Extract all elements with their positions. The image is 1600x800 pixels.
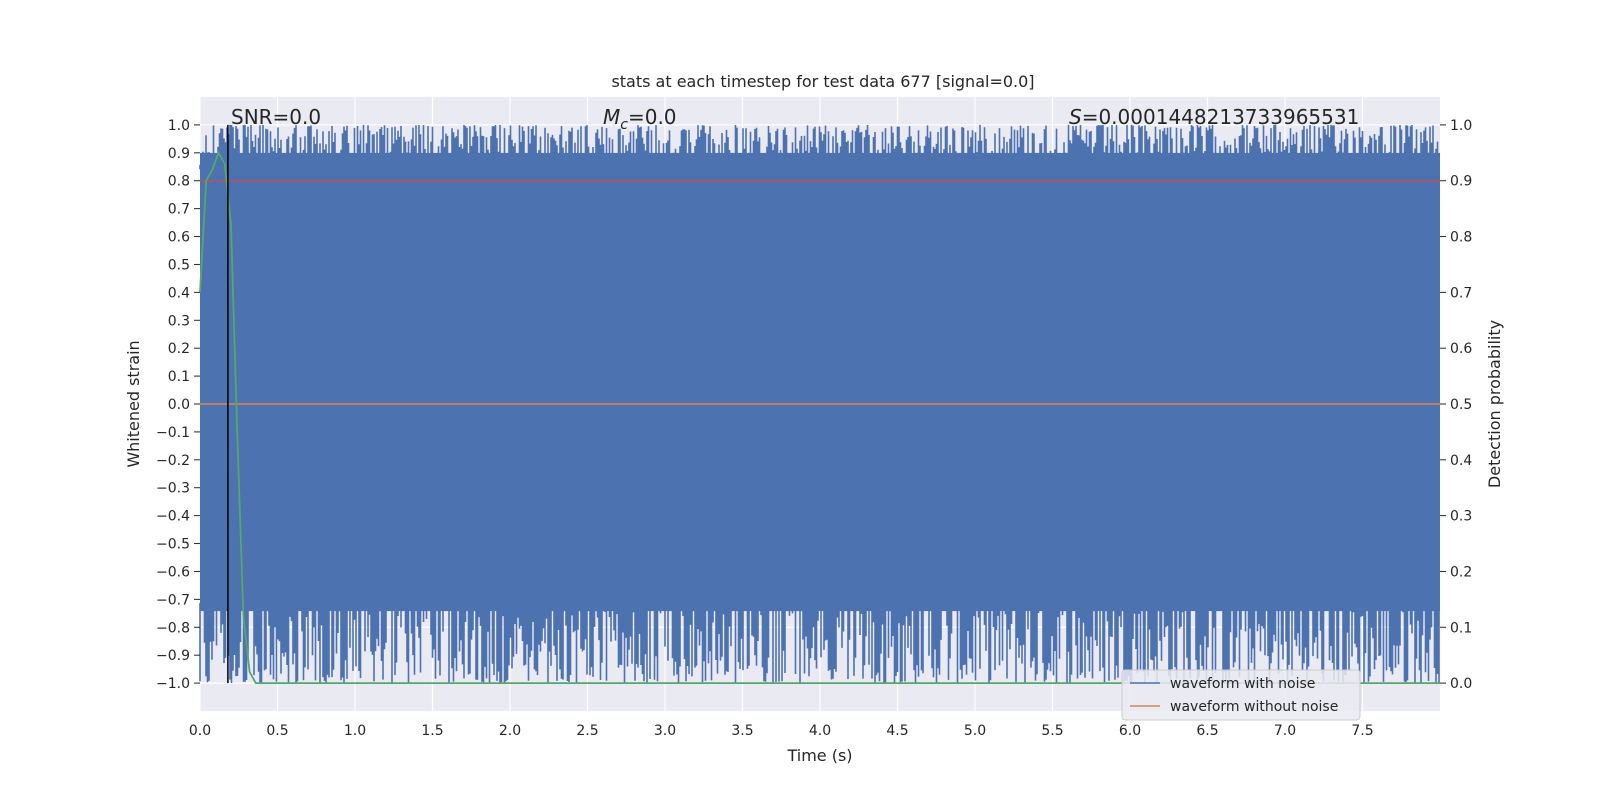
y2-tick-label: 0.8 [1450,230,1472,246]
chirp-mass-symbol: M [603,105,620,129]
y2-tick-label: 0.6 [1450,341,1472,357]
legend: waveform with noise waveform without noi… [1121,669,1361,721]
chart-title: stats at each timestep for test data 677… [611,72,1034,91]
y-tick-label: −0.2 [156,453,190,469]
y2-tick-label: 0.9 [1450,174,1472,190]
y2-tick-label: 0.4 [1450,453,1472,469]
chirp-mass-value: =0.0 [628,105,677,129]
y-tick-label: 0.4 [168,285,190,301]
y-tick-label: 0.5 [168,257,190,273]
chirp-mass-subscript: c [620,117,628,133]
y2-axis-label: Detection probability [1485,320,1504,488]
x-tick-label: 1.5 [421,723,443,739]
chirp-mass-annotation: Mc=0.0 [603,105,677,133]
legend-box [1121,669,1361,721]
y-tick-label: 0.3 [168,313,190,329]
x-tick-label: 2.0 [499,723,521,739]
y-tick-label: 0.8 [168,174,190,190]
y-axis-label: Whitened strain [124,340,143,467]
x-ticks: 0.0 0.5 1.0 1.5 2.0 2.5 3.0 3.5 4.0 4.5 5.0 5.5 6.0 6… [189,723,1374,739]
x-tick-label: 6.5 [1196,723,1218,739]
y2-tick-label: 0.2 [1450,564,1472,580]
x-tick-label: 3.0 [654,723,676,739]
x-tick-label: 2.5 [576,723,598,739]
y-tick-label: 0.6 [168,230,190,246]
y-tick-label: −0.3 [156,481,190,497]
y-tick-label: 1.0 [168,118,190,134]
y2-tick-label: 0.0 [1450,676,1472,692]
x-tick-label: 7.5 [1351,723,1373,739]
y-tick-label: −0.5 [156,537,190,553]
x-tick-label: 7.0 [1274,723,1296,739]
legend-label-clean: waveform without noise [1170,699,1338,715]
x-tick-label: 5.5 [1041,723,1063,739]
y-tick-label: −0.7 [156,592,190,608]
y2-tick-label: 0.7 [1450,285,1472,301]
noise-series [199,124,1440,684]
y-tick-label: −1.0 [156,676,190,692]
y-tick-label: −0.1 [156,425,190,441]
y-tick-label: −0.4 [156,509,190,525]
y-tick-label: 0.7 [168,202,190,218]
score-symbol: S [1069,105,1082,129]
y-tick-label: −0.6 [156,564,190,580]
x-tick-label: 0.5 [266,723,288,739]
x-tick-label: 4.0 [809,723,831,739]
y2-ticks: 1.0 0.9 0.8 0.7 0.6 0.5 0.4 0.3 0.2 0.1 0.0 [1440,118,1472,692]
x-tick-label: 1.0 [344,723,366,739]
legend-label-noise: waveform with noise [1170,676,1315,692]
x-tick-label: 6.0 [1119,723,1141,739]
clean-series [199,124,1440,684]
y-tick-label: 0.2 [168,341,190,357]
x-tick-label: 4.5 [886,723,908,739]
snr-annotation: SNR=0.0 [231,105,321,129]
noise-upper-envelope [199,124,1440,295]
score-annotation: S=0.0001448213733965531 [1069,105,1359,129]
y2-tick-label: 0.5 [1450,397,1472,413]
detection-probability-line [199,150,1440,684]
x-tick-label: 0.0 [189,723,211,739]
noise-lower-envelope [199,456,1440,684]
x-axis-label: Time (s) [786,746,852,765]
y-tick-label: 0.9 [168,146,190,162]
y-tick-label: −0.8 [156,620,190,636]
y-tick-label: 0.0 [168,397,190,413]
y2-tick-label: 1.0 [1450,118,1472,134]
y2-tick-label: 0.3 [1450,509,1472,525]
x-tick-label: 3.5 [731,723,753,739]
y2-tick-label: 0.1 [1450,620,1472,636]
y-ticks: 1.0 0.9 0.8 0.7 0.6 0.5 0.4 0.3 0.2 0.1 0.0 −0.1 −0.… [156,118,200,692]
score-value: =0.0001448213733965531 [1082,105,1360,129]
y-tick-label: 0.1 [168,369,190,385]
noise-band [200,152,1440,612]
x-tick-label: 5.0 [964,723,986,739]
y-tick-label: −0.9 [156,648,190,664]
